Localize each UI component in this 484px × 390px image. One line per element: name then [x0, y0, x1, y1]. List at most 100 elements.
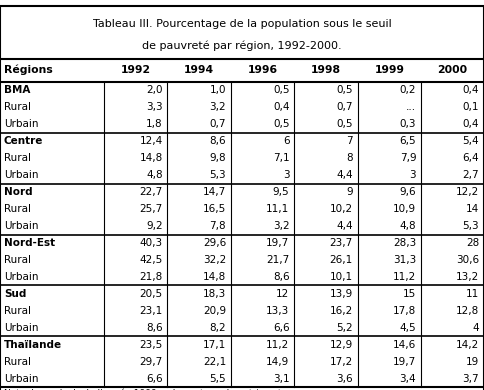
Text: 9: 9 — [346, 187, 353, 197]
Text: 13,3: 13,3 — [266, 306, 289, 316]
Text: 40,3: 40,3 — [139, 238, 163, 248]
Text: 30,6: 30,6 — [456, 255, 479, 265]
Text: Urbain: Urbain — [4, 170, 38, 180]
Text: 17,8: 17,8 — [393, 306, 416, 316]
Text: Tableau III. Pourcentage de la population sous le seuil: Tableau III. Pourcentage de la populatio… — [92, 19, 392, 29]
Text: Note: Les calculs de l'année 1999 se basent sur deux trimestres: Note: Les calculs de l'année 1999 se bas… — [4, 389, 295, 390]
Text: 5,4: 5,4 — [463, 136, 479, 146]
Text: 7: 7 — [346, 136, 353, 146]
Text: 10,2: 10,2 — [330, 204, 353, 214]
Text: 23,5: 23,5 — [139, 340, 163, 350]
Text: 22,1: 22,1 — [203, 357, 226, 367]
Text: 19,7: 19,7 — [266, 238, 289, 248]
Text: 19,7: 19,7 — [393, 357, 416, 367]
Text: 3: 3 — [409, 170, 416, 180]
Text: 11,1: 11,1 — [266, 204, 289, 214]
Text: 3,2: 3,2 — [210, 102, 226, 112]
Text: Sud: Sud — [4, 289, 26, 299]
Text: 13,9: 13,9 — [330, 289, 353, 299]
Text: 11,2: 11,2 — [393, 272, 416, 282]
Text: 32,2: 32,2 — [203, 255, 226, 265]
Text: Rural: Rural — [4, 153, 31, 163]
Text: 0,4: 0,4 — [273, 102, 289, 112]
Text: 16,5: 16,5 — [203, 204, 226, 214]
Text: 14,2: 14,2 — [456, 340, 479, 350]
Text: 9,5: 9,5 — [273, 187, 289, 197]
Text: 6,6: 6,6 — [146, 374, 163, 384]
Text: 0,1: 0,1 — [463, 102, 479, 112]
Text: 5,5: 5,5 — [210, 374, 226, 384]
Text: 14,8: 14,8 — [139, 153, 163, 163]
Text: 9,6: 9,6 — [400, 187, 416, 197]
Text: 14,9: 14,9 — [266, 357, 289, 367]
Text: Urbain: Urbain — [4, 374, 38, 384]
Text: 3,3: 3,3 — [146, 102, 163, 112]
Text: 8: 8 — [346, 153, 353, 163]
Text: 23,1: 23,1 — [139, 306, 163, 316]
Text: 5,3: 5,3 — [463, 221, 479, 231]
Text: 2,0: 2,0 — [146, 85, 163, 96]
Text: 17,1: 17,1 — [203, 340, 226, 350]
Text: 3,7: 3,7 — [463, 374, 479, 384]
Text: 20,5: 20,5 — [139, 289, 163, 299]
Text: 12: 12 — [276, 289, 289, 299]
Text: 2000: 2000 — [438, 65, 468, 75]
Text: 11,2: 11,2 — [266, 340, 289, 350]
Text: 7,9: 7,9 — [400, 153, 416, 163]
Text: 1996: 1996 — [247, 65, 278, 75]
Text: 17,2: 17,2 — [330, 357, 353, 367]
Text: 21,8: 21,8 — [139, 272, 163, 282]
Text: Centre: Centre — [4, 136, 43, 146]
Text: 29,6: 29,6 — [203, 238, 226, 248]
Text: 1998: 1998 — [311, 65, 341, 75]
Text: 14,8: 14,8 — [203, 272, 226, 282]
Text: 3,1: 3,1 — [273, 374, 289, 384]
Text: 4,5: 4,5 — [400, 323, 416, 333]
Text: 4,8: 4,8 — [400, 221, 416, 231]
Text: 12,8: 12,8 — [456, 306, 479, 316]
Text: 0,4: 0,4 — [463, 119, 479, 129]
Text: Nord-Est: Nord-Est — [4, 238, 55, 248]
Text: 0,3: 0,3 — [400, 119, 416, 129]
Text: Nord: Nord — [4, 187, 32, 197]
Text: Rural: Rural — [4, 102, 31, 112]
Text: 12,9: 12,9 — [330, 340, 353, 350]
Text: Rural: Rural — [4, 204, 31, 214]
Text: 0,7: 0,7 — [336, 102, 353, 112]
Text: Urbain: Urbain — [4, 221, 38, 231]
Text: 29,7: 29,7 — [139, 357, 163, 367]
Text: Thaïlande: Thaïlande — [4, 340, 62, 350]
Text: 3,4: 3,4 — [400, 374, 416, 384]
Text: BMA: BMA — [4, 85, 30, 96]
Text: 2,7: 2,7 — [463, 170, 479, 180]
Text: 5,3: 5,3 — [210, 170, 226, 180]
Text: 31,3: 31,3 — [393, 255, 416, 265]
Text: 12,4: 12,4 — [139, 136, 163, 146]
Text: 0,4: 0,4 — [463, 85, 479, 96]
Text: 8,6: 8,6 — [146, 323, 163, 333]
Text: Urbain: Urbain — [4, 119, 38, 129]
Text: Urbain: Urbain — [4, 272, 38, 282]
Text: Rural: Rural — [4, 255, 31, 265]
Text: 25,7: 25,7 — [139, 204, 163, 214]
Text: 6: 6 — [283, 136, 289, 146]
Text: 14,6: 14,6 — [393, 340, 416, 350]
Text: 1994: 1994 — [184, 65, 214, 75]
Text: 9,8: 9,8 — [210, 153, 226, 163]
Text: 3,6: 3,6 — [336, 374, 353, 384]
Text: 8,6: 8,6 — [210, 136, 226, 146]
Text: de pauvreté par région, 1992-2000.: de pauvreté par région, 1992-2000. — [142, 40, 342, 51]
Text: 6,6: 6,6 — [273, 323, 289, 333]
Text: 22,7: 22,7 — [139, 187, 163, 197]
Text: ...: ... — [406, 102, 416, 112]
Text: 9,2: 9,2 — [146, 221, 163, 231]
Text: 4,8: 4,8 — [146, 170, 163, 180]
Text: Rural: Rural — [4, 306, 31, 316]
Text: 19: 19 — [466, 357, 479, 367]
Text: 0,5: 0,5 — [273, 85, 289, 96]
Text: 4: 4 — [472, 323, 479, 333]
Text: 14: 14 — [466, 204, 479, 214]
Text: 0,7: 0,7 — [210, 119, 226, 129]
Text: 18,3: 18,3 — [203, 289, 226, 299]
Text: 15: 15 — [403, 289, 416, 299]
